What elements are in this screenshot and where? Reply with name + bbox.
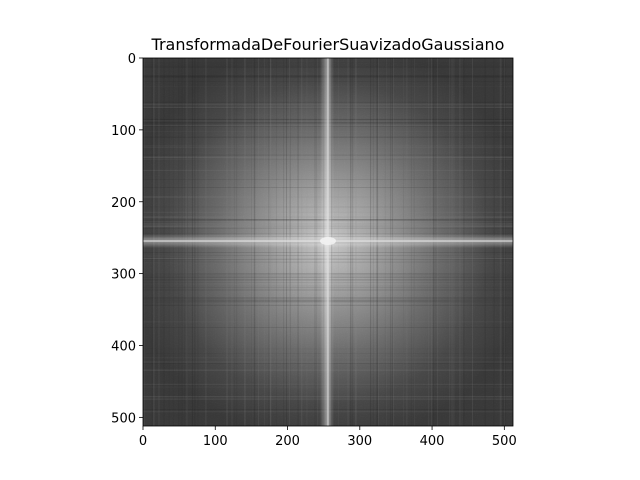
- y-axis: 0 100 200 300 400 500: [111, 52, 143, 426]
- x-tick-label: 300: [347, 434, 372, 449]
- x-tick-label: 400: [420, 434, 445, 449]
- y-tick-label: 500: [111, 411, 136, 426]
- x-tick-label: 500: [492, 434, 517, 449]
- x-tick-label: 100: [203, 434, 228, 449]
- dc-peak: [320, 237, 336, 245]
- x-tick-label: 0: [139, 434, 147, 449]
- plot-frame: [142, 57, 514, 427]
- y-tick-label: 0: [128, 52, 136, 67]
- y-tick-label: 200: [111, 196, 136, 211]
- y-tick-label: 300: [111, 268, 136, 283]
- chart-title: TransformadaDeFourierSuavizadoGaussiano: [151, 35, 505, 54]
- x-axis: 0 100 200 300 400 500: [139, 426, 517, 449]
- y-tick-label: 100: [111, 124, 136, 139]
- y-tick-label: 400: [111, 340, 136, 355]
- spectrum-image: [143, 58, 513, 426]
- x-tick-label: 200: [275, 434, 300, 449]
